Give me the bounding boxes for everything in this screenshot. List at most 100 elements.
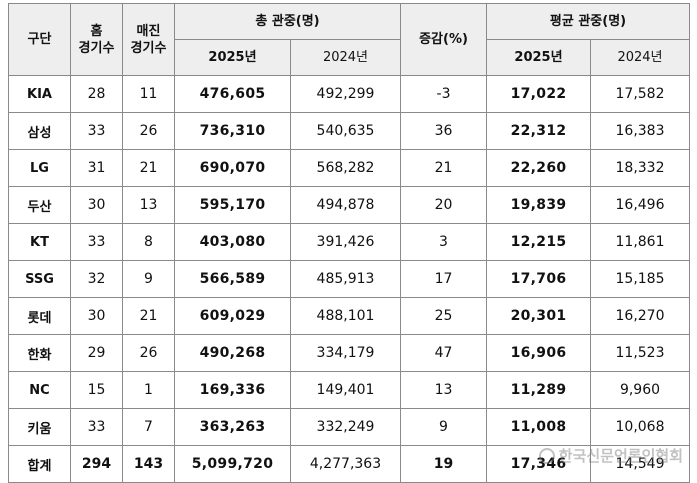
cell-total-2025: 5,099,720 [174,445,291,483]
cell-home-games: 28 [70,75,123,113]
cell-total-2025: 363,263 [174,408,291,446]
cell-sellout-games: 143 [122,445,175,483]
cell-total-2025: 476,605 [174,75,291,113]
table-row: 한화 29 26 490,268 334,179 47 16,906 11,523 [8,334,690,372]
cell-change: 9 [400,408,487,446]
cell-change: 20 [400,186,487,224]
cell-avg-2024: 11,861 [590,223,690,261]
cell-total-2024: 540,635 [290,112,401,150]
table-row: KIA 28 11 476,605 492,299 -3 17,022 17,582 [8,75,690,113]
cell-avg-2024: 18,332 [590,149,690,187]
cell-avg-2024: 16,496 [590,186,690,224]
cell-avg-2025: 11,008 [486,408,591,446]
cell-total-2025: 595,170 [174,186,291,224]
cell-total-2025: 690,070 [174,149,291,187]
header-avg-attendance: 평균 관중(명) [486,3,690,40]
cell-sellout-games: 11 [122,75,175,113]
cell-avg-2024: 17,582 [590,75,690,113]
cell-total-2025: 490,268 [174,334,291,372]
table-row: KT 33 8 403,080 391,426 3 12,215 11,861 [8,223,690,261]
cell-change: 47 [400,334,487,372]
cell-avg-2024: 11,523 [590,334,690,372]
header-sellout-games: 매진 경기수 [122,3,175,76]
cell-total-2024: 334,179 [290,334,401,372]
cell-total-2024: 488,101 [290,297,401,335]
cell-total-2025: 169,336 [174,371,291,409]
header-avg-2025: 2025년 [486,39,591,76]
cell-avg-2024: 9,960 [590,371,690,409]
table-row: 합계 294 143 5,099,720 4,277,363 19 17,346 14,549 [8,445,690,483]
cell-avg-2025: 22,312 [486,112,591,150]
cell-change: 25 [400,297,487,335]
cell-avg-2025: 22,260 [486,149,591,187]
header-total-2024: 2024년 [290,39,401,76]
cell-sellout-games: 1 [122,371,175,409]
cell-sellout-games: 26 [122,334,175,372]
cell-total-2024: 494,878 [290,186,401,224]
cell-change: 19 [400,445,487,483]
header-avg-2024: 2024년 [590,39,690,76]
cell-home-games: 33 [70,112,123,150]
header-home-games: 홈 경기수 [70,3,123,76]
cell-total-2024: 332,249 [290,408,401,446]
table-row: NC 15 1 169,336 149,401 13 11,289 9,960 [8,371,690,409]
cell-team: 한화 [8,334,71,372]
cell-sellout-games: 7 [122,408,175,446]
cell-avg-2025: 17,346 [486,445,591,483]
table-row: LG 31 21 690,070 568,282 21 22,260 18,332 [8,149,690,187]
cell-home-games: 33 [70,408,123,446]
cell-avg-2024: 16,383 [590,112,690,150]
cell-avg-2024: 14,549 [590,445,690,483]
table-row: 삼성 33 26 736,310 540,635 36 22,312 16,383 [8,112,690,150]
cell-avg-2025: 20,301 [486,297,591,335]
header-change: 증감(%) [400,3,487,76]
cell-sellout-games: 21 [122,297,175,335]
attendance-table: 구단 홈 경기수 매진 경기수 총 관중(명) 증감(%) 평균 관중(명) 202… [8,3,690,483]
cell-avg-2025: 16,906 [486,334,591,372]
cell-sellout-games: 13 [122,186,175,224]
cell-home-games: 30 [70,297,123,335]
cell-total-2024: 391,426 [290,223,401,261]
cell-home-games: 31 [70,149,123,187]
cell-avg-2024: 15,185 [590,260,690,298]
cell-team: KIA [8,75,71,113]
cell-team: 키움 [8,408,71,446]
cell-avg-2024: 16,270 [590,297,690,335]
cell-avg-2025: 17,022 [486,75,591,113]
header-total-attendance: 총 관중(명) [174,3,401,40]
cell-total-2024: 149,401 [290,371,401,409]
cell-home-games: 33 [70,223,123,261]
cell-avg-2025: 19,839 [486,186,591,224]
cell-team: 롯데 [8,297,71,335]
cell-change: 36 [400,112,487,150]
cell-avg-2025: 12,215 [486,223,591,261]
cell-change: 21 [400,149,487,187]
cell-avg-2025: 17,706 [486,260,591,298]
cell-sellout-games: 26 [122,112,175,150]
cell-home-games: 29 [70,334,123,372]
cell-team: LG [8,149,71,187]
cell-avg-2025: 11,289 [486,371,591,409]
cell-home-games: 32 [70,260,123,298]
cell-change: 13 [400,371,487,409]
header-team: 구단 [8,3,71,76]
cell-total-2025: 609,029 [174,297,291,335]
cell-team: 삼성 [8,112,71,150]
cell-avg-2024: 10,068 [590,408,690,446]
cell-total-2025: 566,589 [174,260,291,298]
cell-change: 17 [400,260,487,298]
cell-change: 3 [400,223,487,261]
cell-total-2025: 736,310 [174,112,291,150]
cell-total-2025: 403,080 [174,223,291,261]
cell-team: SSG [8,260,71,298]
cell-total-2024: 485,913 [290,260,401,298]
table-row: 롯데 30 21 609,029 488,101 25 20,301 16,270 [8,297,690,335]
cell-home-games: 30 [70,186,123,224]
cell-home-games: 15 [70,371,123,409]
table-row: 키움 33 7 363,263 332,249 9 11,008 10,068 [8,408,690,446]
cell-total-2024: 568,282 [290,149,401,187]
cell-total-2024: 4,277,363 [290,445,401,483]
header-total-2025: 2025년 [174,39,291,76]
table-body: KIA 28 11 476,605 492,299 -3 17,022 17,582 삼성 33 2… [8,75,690,483]
cell-team: 두산 [8,186,71,224]
